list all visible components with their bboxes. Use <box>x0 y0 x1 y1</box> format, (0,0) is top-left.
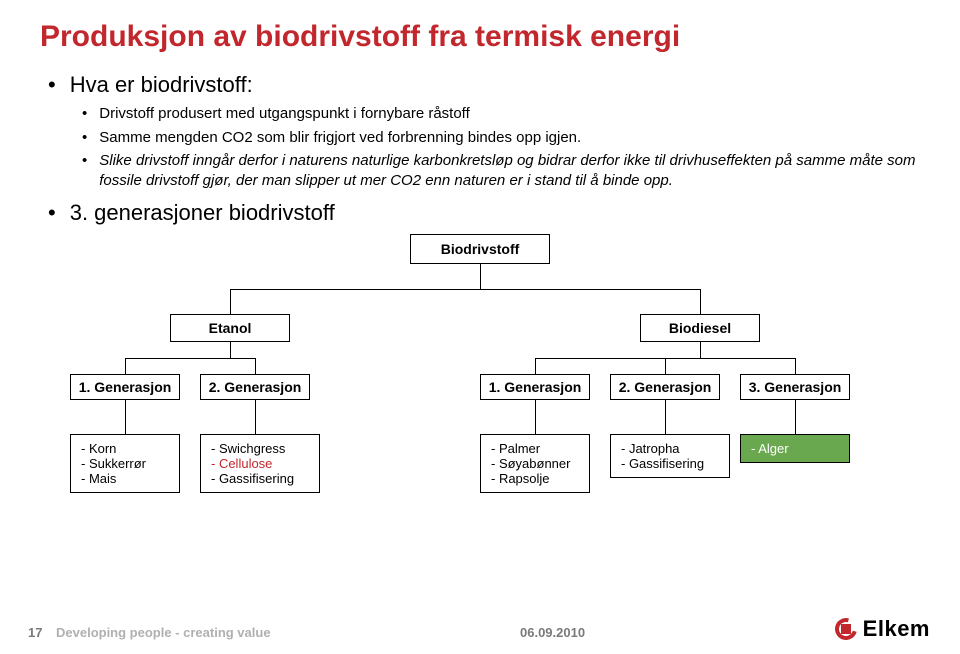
chart-generation: 2. Generasjon <box>610 374 720 400</box>
leaf-line: - Korn <box>81 441 169 456</box>
connector-line <box>125 358 255 359</box>
chart-leaf: - Korn- Sukkerrør- Mais <box>70 434 180 493</box>
bullet-generations: 3. generasjoner biodrivstoff <box>48 200 920 226</box>
connector-line <box>700 289 701 314</box>
footer-date: 06.09.2010 <box>520 625 585 640</box>
connector-line <box>535 358 536 374</box>
sub-bullet-text: Slike drivstoff inngår derfor i naturens… <box>99 151 920 190</box>
chart-generation: 1. Generasjon <box>70 374 180 400</box>
top-bullets: Hva er biodrivstoff: <box>40 72 920 98</box>
sub-bullet-item: Samme mengden CO2 som blir frigjort ved … <box>82 128 920 148</box>
slide-footer: 17 Developing people - creating value 06… <box>0 616 960 640</box>
connector-line <box>535 400 536 434</box>
logo-mark-icon <box>835 618 859 640</box>
chart-leaf: - Palmer- Søyabønner- Rapsolje <box>480 434 590 493</box>
connector-line <box>125 400 126 434</box>
leaf-line: - Sukkerrør <box>81 456 169 471</box>
chart-generation: 3. Generasjon <box>740 374 850 400</box>
page-number: 17 <box>28 625 42 640</box>
leaf-line: - Cellulose <box>211 456 309 471</box>
connector-line <box>230 289 231 314</box>
connector-line <box>795 358 796 374</box>
chart-branch: Biodiesel <box>640 314 760 342</box>
leaf-line: - Alger <box>751 441 839 456</box>
sub-bullet-item: Slike drivstoff inngår derfor i naturens… <box>82 151 920 190</box>
chart-generation: 2. Generasjon <box>200 374 310 400</box>
leaf-line: - Søyabønner <box>491 456 579 471</box>
chart-branch: Etanol <box>170 314 290 342</box>
leaf-line: - Jatropha <box>621 441 719 456</box>
leaf-line: - Rapsolje <box>491 471 579 486</box>
connector-line <box>665 358 666 374</box>
leaf-line: - Gassifisering <box>621 456 719 471</box>
leaf-line: - Gassifisering <box>211 471 309 486</box>
brand-name: Elkem <box>863 616 930 642</box>
brand-logo: Elkem <box>835 616 930 642</box>
sub-bullet-text: Drivstoff produsert med utgangspunkt i f… <box>99 104 469 124</box>
page-title: Produksjon av biodrivstoff fra termisk e… <box>40 20 920 54</box>
bullet-whatis-text: Hva er biodrivstoff: <box>70 72 253 98</box>
slide: Produksjon av biodrivstoff fra termisk e… <box>0 0 960 654</box>
sub-bullet-text: Samme mengden CO2 som blir frigjort ved … <box>99 128 581 148</box>
connector-line <box>255 400 256 434</box>
sub-bullet-item: Drivstoff produsert med utgangspunkt i f… <box>82 104 920 124</box>
connector-line <box>255 358 256 374</box>
bullet-generations-text: 3. generasjoner biodrivstoff <box>70 200 335 226</box>
leaf-line: - Swichgress <box>211 441 309 456</box>
org-chart: Biodrivstoff Etanol Biodiesel 1. Generasjon… <box>40 234 920 504</box>
gen-bullet: 3. generasjoner biodrivstoff <box>40 200 920 226</box>
connector-line <box>230 289 700 290</box>
connector-line <box>125 358 126 374</box>
chart-leaf: - Swichgress- Cellulose- Gassifisering <box>200 434 320 493</box>
leaf-line: - Mais <box>81 471 169 486</box>
connector-line <box>480 264 481 289</box>
connector-line <box>700 342 701 358</box>
bullet-whatis: Hva er biodrivstoff: <box>48 72 920 98</box>
connector-line <box>795 400 796 434</box>
chart-leaf: - Jatropha- Gassifisering <box>610 434 730 478</box>
leaf-line: - Palmer <box>491 441 579 456</box>
chart-leaf: - Alger <box>740 434 850 463</box>
connector-line <box>230 342 231 358</box>
footer-tagline: Developing people - creating value <box>56 625 271 640</box>
connector-line <box>665 400 666 434</box>
sub-bullets: Drivstoff produsert med utgangspunkt i f… <box>40 104 920 190</box>
chart-root: Biodrivstoff <box>410 234 550 264</box>
chart-generation: 1. Generasjon <box>480 374 590 400</box>
